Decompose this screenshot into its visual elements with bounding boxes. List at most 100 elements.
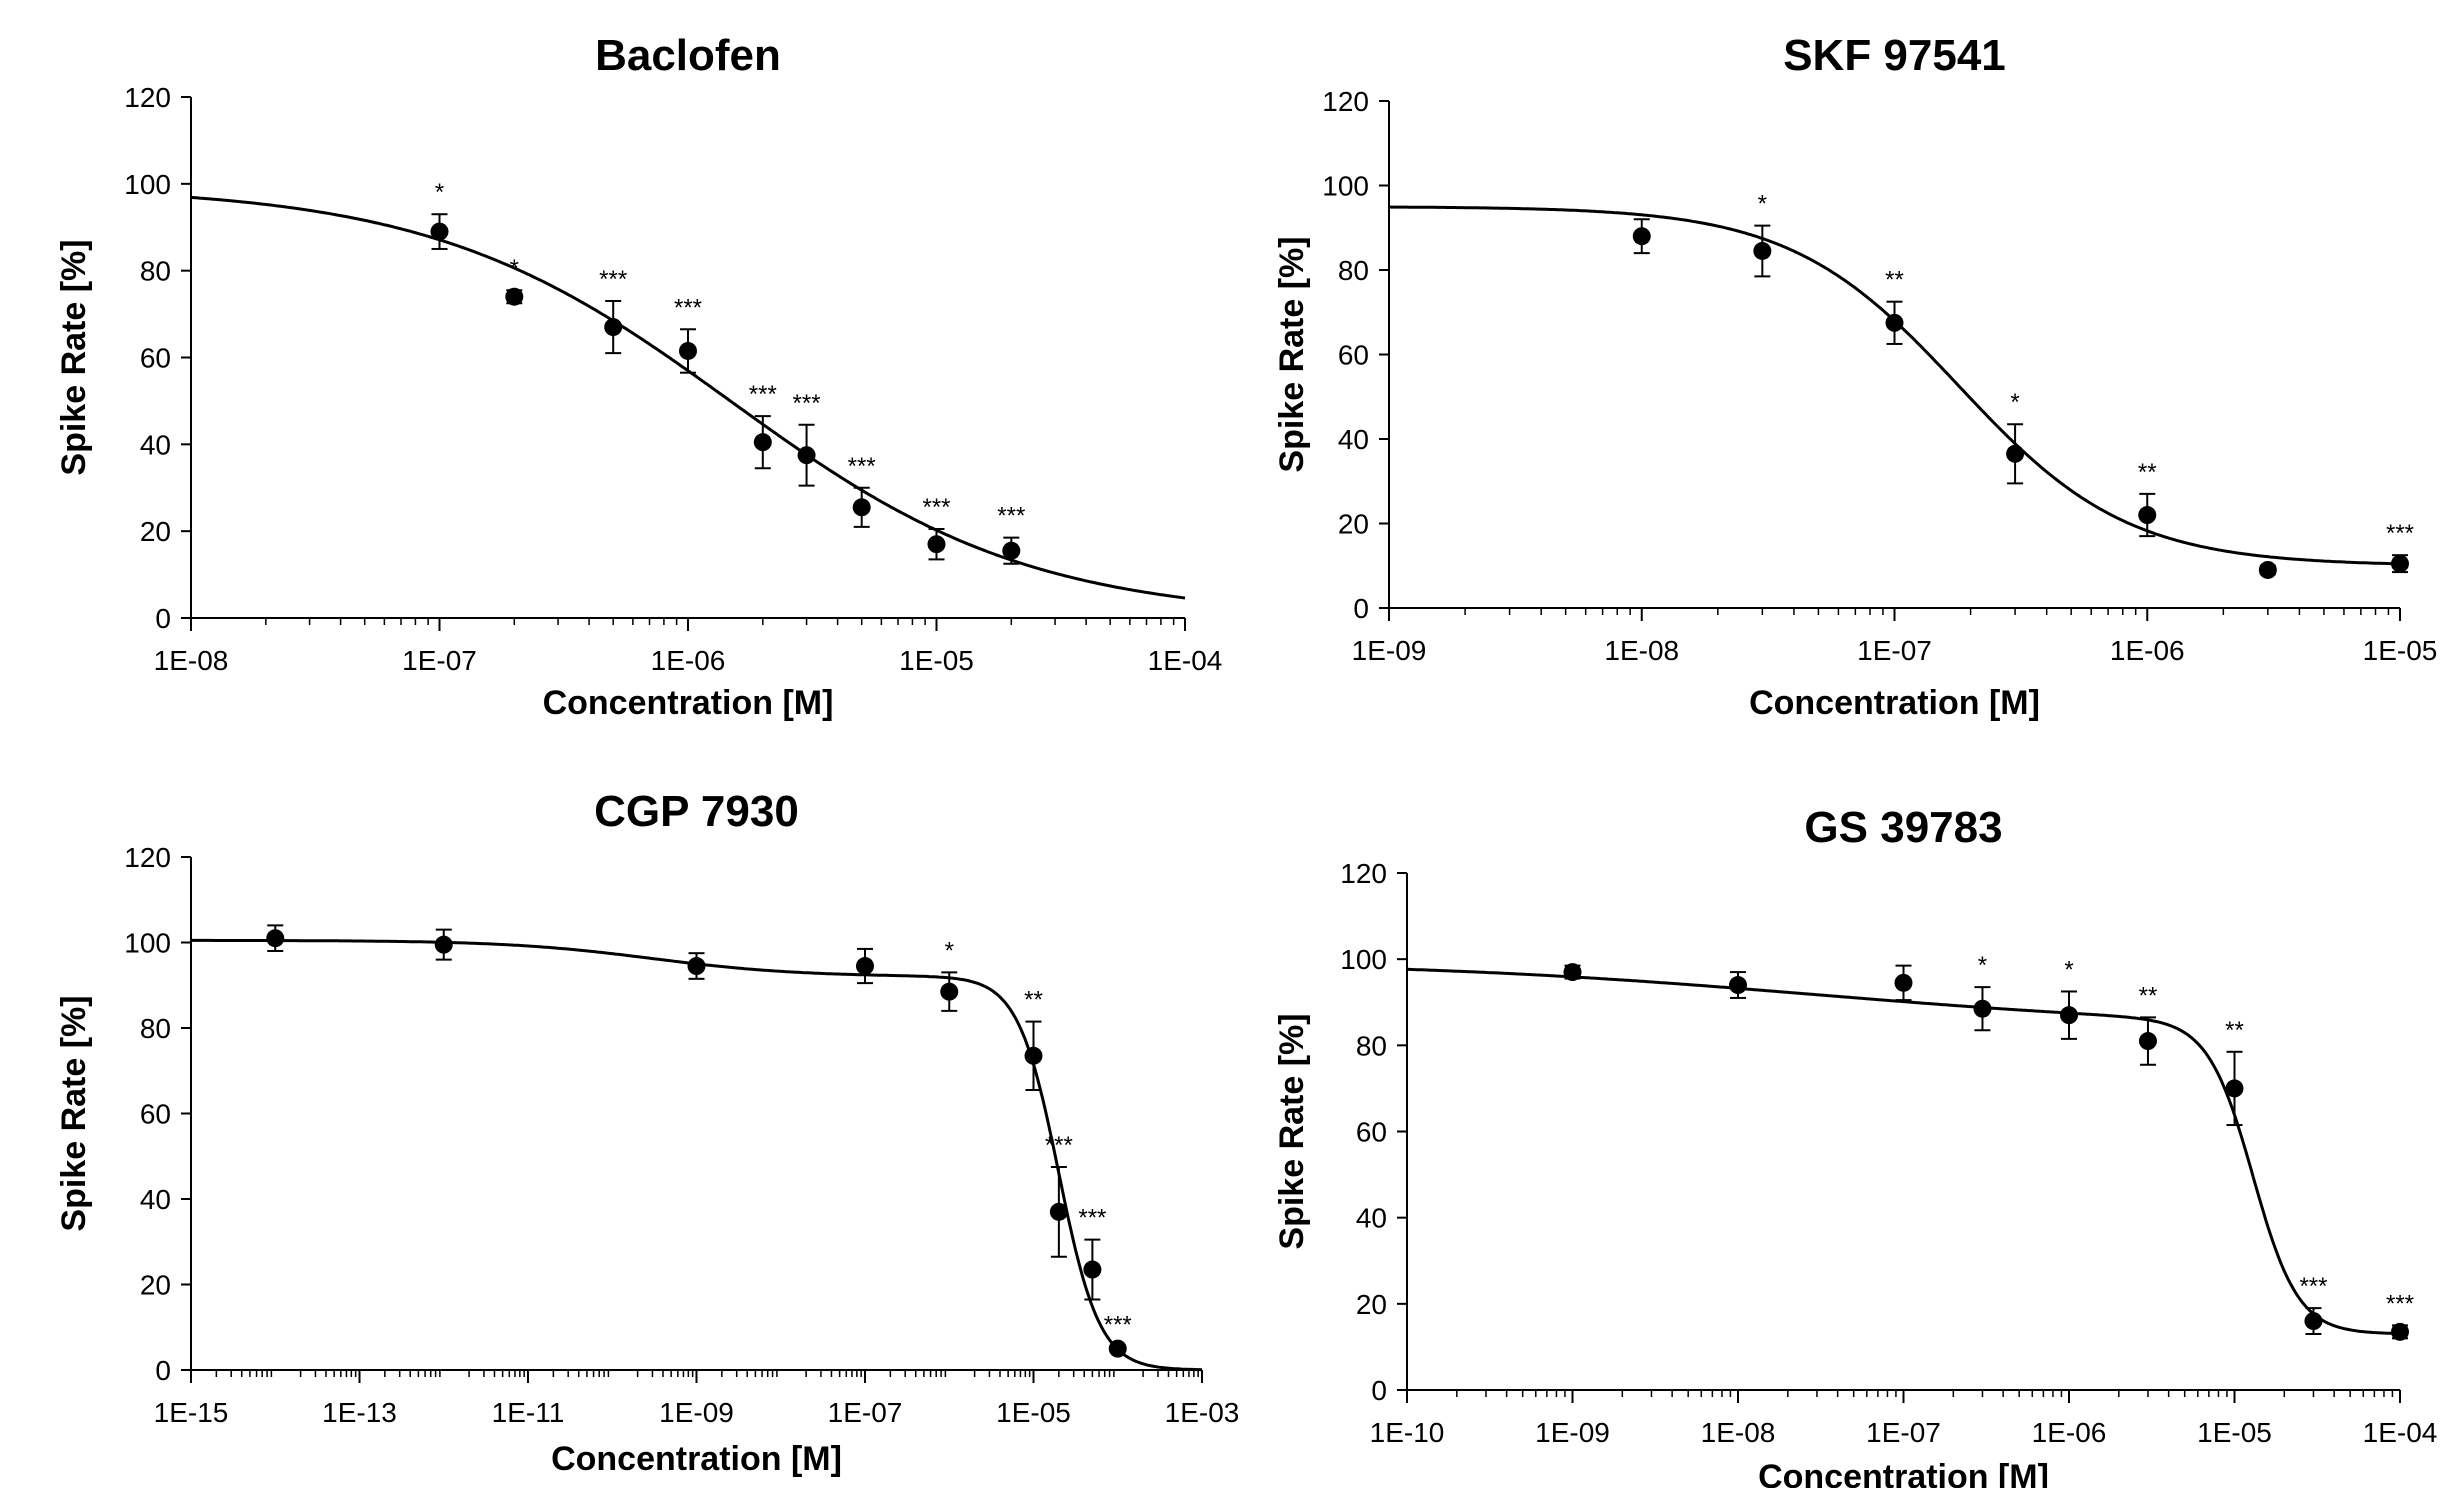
y-tick-label: 0 bbox=[1353, 593, 1369, 624]
data-point bbox=[1049, 1202, 1068, 1221]
data-point bbox=[1973, 999, 1992, 1018]
y-tick-label: 100 bbox=[124, 169, 171, 200]
x-tick-label: 1E-04 bbox=[2363, 1417, 2438, 1448]
x-tick-label: 1E-07 bbox=[828, 1397, 903, 1428]
y-tick-label: 80 bbox=[1338, 255, 1369, 286]
data-point bbox=[1753, 241, 1772, 260]
significance-label: ** bbox=[2225, 1017, 2244, 1044]
x-tick-label: 1E-05 bbox=[996, 1397, 1071, 1428]
significance-label: *** bbox=[2386, 1290, 2414, 1317]
data-point bbox=[2060, 1006, 2078, 1025]
data-point bbox=[1002, 541, 1021, 560]
y-tick-label: 60 bbox=[1338, 340, 1369, 371]
significance-label: *** bbox=[2299, 1273, 2327, 1300]
x-tick-label: 1E-06 bbox=[2032, 1417, 2107, 1448]
y-tick-label: 120 bbox=[1340, 858, 1387, 889]
y-tick-label: 0 bbox=[155, 603, 171, 634]
data-point bbox=[687, 957, 706, 976]
x-axis-label: Concentration [M] bbox=[551, 1440, 842, 1478]
x-tick-label: 1E-10 bbox=[1370, 1417, 1445, 1448]
x-tick-label: 1E-06 bbox=[651, 645, 726, 676]
x-tick-label: 1E-11 bbox=[492, 1397, 565, 1428]
data-point bbox=[2258, 560, 2277, 579]
significance-label: *** bbox=[793, 390, 821, 417]
significance-label: ** bbox=[2139, 982, 2158, 1009]
significance-label: * bbox=[1758, 191, 1767, 218]
data-point bbox=[1729, 976, 1747, 995]
y-tick-label: 60 bbox=[140, 343, 171, 374]
y-tick-label: 20 bbox=[1338, 509, 1369, 540]
x-tick-label: 1E-13 bbox=[322, 1397, 397, 1428]
data-point bbox=[1108, 1339, 1127, 1358]
significance-label: * bbox=[510, 255, 519, 282]
y-tick-label: 80 bbox=[1356, 1030, 1387, 1061]
y-tick-label: 100 bbox=[1322, 171, 1369, 202]
x-tick-label: 1E-08 bbox=[154, 645, 229, 676]
y-axis-label: Spike Rate [%] bbox=[1273, 236, 1311, 472]
y-tick-label: 40 bbox=[1356, 1203, 1387, 1234]
chart-panel: GS 39783 0 20 40 60 80 100 120 1E-10 1E-09 1E-08 1E… bbox=[1273, 803, 2437, 1488]
y-tick-label: 40 bbox=[1338, 424, 1369, 455]
y-tick-label: 40 bbox=[140, 1184, 171, 1215]
x-tick-label: 1E-06 bbox=[2110, 635, 2185, 666]
fit-curve bbox=[1406, 967, 2400, 1335]
data-point bbox=[2304, 1312, 2323, 1331]
fit-curve bbox=[1388, 205, 2400, 566]
x-tick-label: 1E-05 bbox=[899, 645, 974, 676]
y-tick-label: 120 bbox=[1322, 86, 1369, 117]
x-tick-label: 1E-03 bbox=[1165, 1397, 1240, 1428]
x-axis-label: Concentration [M] bbox=[1758, 1458, 2049, 1488]
x-tick-label: 1E-07 bbox=[402, 645, 477, 676]
significance-label: * bbox=[2064, 956, 2073, 983]
significance-label: *** bbox=[922, 494, 950, 521]
x-axis-label: Concentration [M] bbox=[543, 684, 834, 722]
significance-label: ** bbox=[1885, 267, 1904, 294]
x-tick-label: 1E-05 bbox=[2363, 635, 2438, 666]
x-tick-label: 1E-08 bbox=[1604, 635, 1679, 666]
significance-label: * bbox=[435, 179, 444, 206]
x-tick-label: 1E-07 bbox=[1857, 635, 1932, 666]
data-point bbox=[1885, 313, 1904, 332]
chart-title: SKF 97541 bbox=[1783, 31, 2006, 80]
data-point bbox=[2391, 554, 2409, 573]
data-point bbox=[856, 957, 874, 976]
y-tick-label: 100 bbox=[1340, 944, 1387, 975]
y-tick-label: 20 bbox=[140, 1270, 171, 1301]
data-point bbox=[679, 341, 697, 360]
data-point bbox=[2138, 506, 2157, 525]
y-tick-label: 60 bbox=[1356, 1117, 1387, 1148]
y-axis-label: Spike Rate [%] bbox=[55, 995, 93, 1231]
y-tick-label: 100 bbox=[124, 928, 171, 959]
significance-label: * bbox=[2010, 389, 2019, 416]
y-tick-label: 80 bbox=[140, 1013, 171, 1044]
data-point bbox=[2391, 1322, 2409, 1341]
chart-panel: SKF 97541 0 20 40 60 80 100 120 1E-09 1E-08 1E-07 1… bbox=[1273, 31, 2437, 722]
data-point bbox=[1632, 227, 1651, 246]
significance-label: *** bbox=[674, 294, 702, 321]
significance-label: ** bbox=[1024, 987, 1043, 1014]
y-tick-label: 20 bbox=[140, 516, 171, 547]
data-point bbox=[434, 935, 453, 954]
data-point bbox=[927, 535, 946, 554]
significance-label: ** bbox=[2138, 459, 2157, 486]
data-point bbox=[604, 318, 623, 337]
data-point bbox=[852, 498, 871, 517]
significance-label: *** bbox=[599, 266, 627, 293]
data-point bbox=[2225, 1079, 2244, 1098]
data-point bbox=[1024, 1046, 1043, 1065]
data-point bbox=[1083, 1260, 1102, 1279]
x-tick-label: 1E-09 bbox=[1352, 635, 1427, 666]
chart-title: GS 39783 bbox=[1804, 803, 2002, 852]
fit-curve bbox=[190, 195, 1186, 600]
data-point bbox=[2006, 444, 2025, 463]
significance-label: *** bbox=[1045, 1132, 1073, 1159]
y-tick-label: 0 bbox=[155, 1355, 171, 1386]
y-tick-label: 0 bbox=[1371, 1375, 1387, 1406]
y-tick-label: 120 bbox=[124, 82, 171, 113]
significance-label: *** bbox=[2386, 520, 2414, 547]
significance-label: * bbox=[945, 937, 954, 964]
x-tick-label: 1E-04 bbox=[1148, 645, 1223, 676]
x-tick-label: 1E-07 bbox=[1866, 1417, 1941, 1448]
x-tick-label: 1E-09 bbox=[659, 1397, 734, 1428]
